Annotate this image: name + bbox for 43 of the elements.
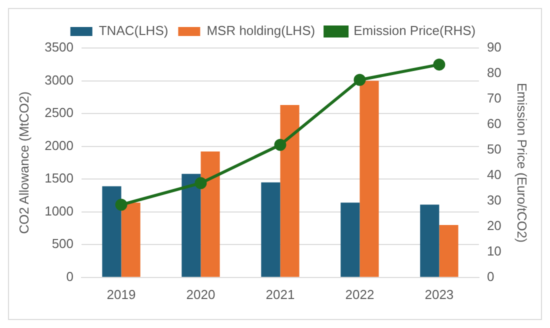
y2-tick-label: 50 [486, 142, 502, 157]
point [354, 74, 366, 86]
bar [102, 186, 122, 277]
y-tick-label: 500 [52, 236, 74, 252]
y-tick-label: 2500 [44, 105, 74, 120]
y-tick-label: 1500 [44, 170, 74, 186]
y-tick-label: 3000 [44, 72, 74, 88]
bar [420, 204, 440, 277]
x-tick-label: 2022 [345, 286, 374, 302]
bar [121, 202, 140, 277]
x-tick-label: 2019 [106, 286, 136, 302]
point [433, 58, 446, 71]
bar [439, 224, 458, 277]
x-tick-label: 2023 [424, 286, 454, 302]
y2-tick-label: 10 [486, 243, 502, 258]
y2-tick-label: 90 [486, 40, 502, 55]
legend-label: Emission Price(RHS) [354, 23, 476, 38]
y2-tick-label: 20 [486, 218, 502, 233]
bar [182, 174, 201, 277]
y-tick-label: 2000 [44, 138, 74, 153]
point [115, 198, 128, 211]
y2-tick-label: 40 [486, 167, 502, 182]
point [274, 138, 286, 151]
y2-tick-label: 0 [486, 268, 494, 284]
x-tick-label: 2021 [266, 286, 295, 302]
y-tick-label: 1000 [44, 203, 74, 218]
y2-tick-label: 30 [486, 192, 502, 208]
legend-label: TNAC(LHS) [98, 23, 168, 38]
bar [261, 182, 280, 277]
bar [280, 105, 300, 277]
y-axis-title: CO2 Allowance (MtCO2) [16, 92, 32, 234]
y2-tick-label: 60 [486, 116, 502, 132]
bar [340, 202, 360, 277]
y2-tick-label: 70 [486, 90, 502, 106]
y-tick-label: 0 [66, 268, 74, 284]
y2-tick-label: 80 [486, 65, 502, 80]
point [194, 177, 207, 190]
x-tick-label: 2020 [186, 286, 216, 302]
bar [200, 152, 220, 277]
bar [360, 80, 379, 277]
legend-label: MSR holding(LHS) [206, 23, 316, 38]
y2-axis-title: Emission Price (Euro/tCO2) [514, 82, 530, 243]
y-tick-label: 3500 [44, 40, 74, 55]
